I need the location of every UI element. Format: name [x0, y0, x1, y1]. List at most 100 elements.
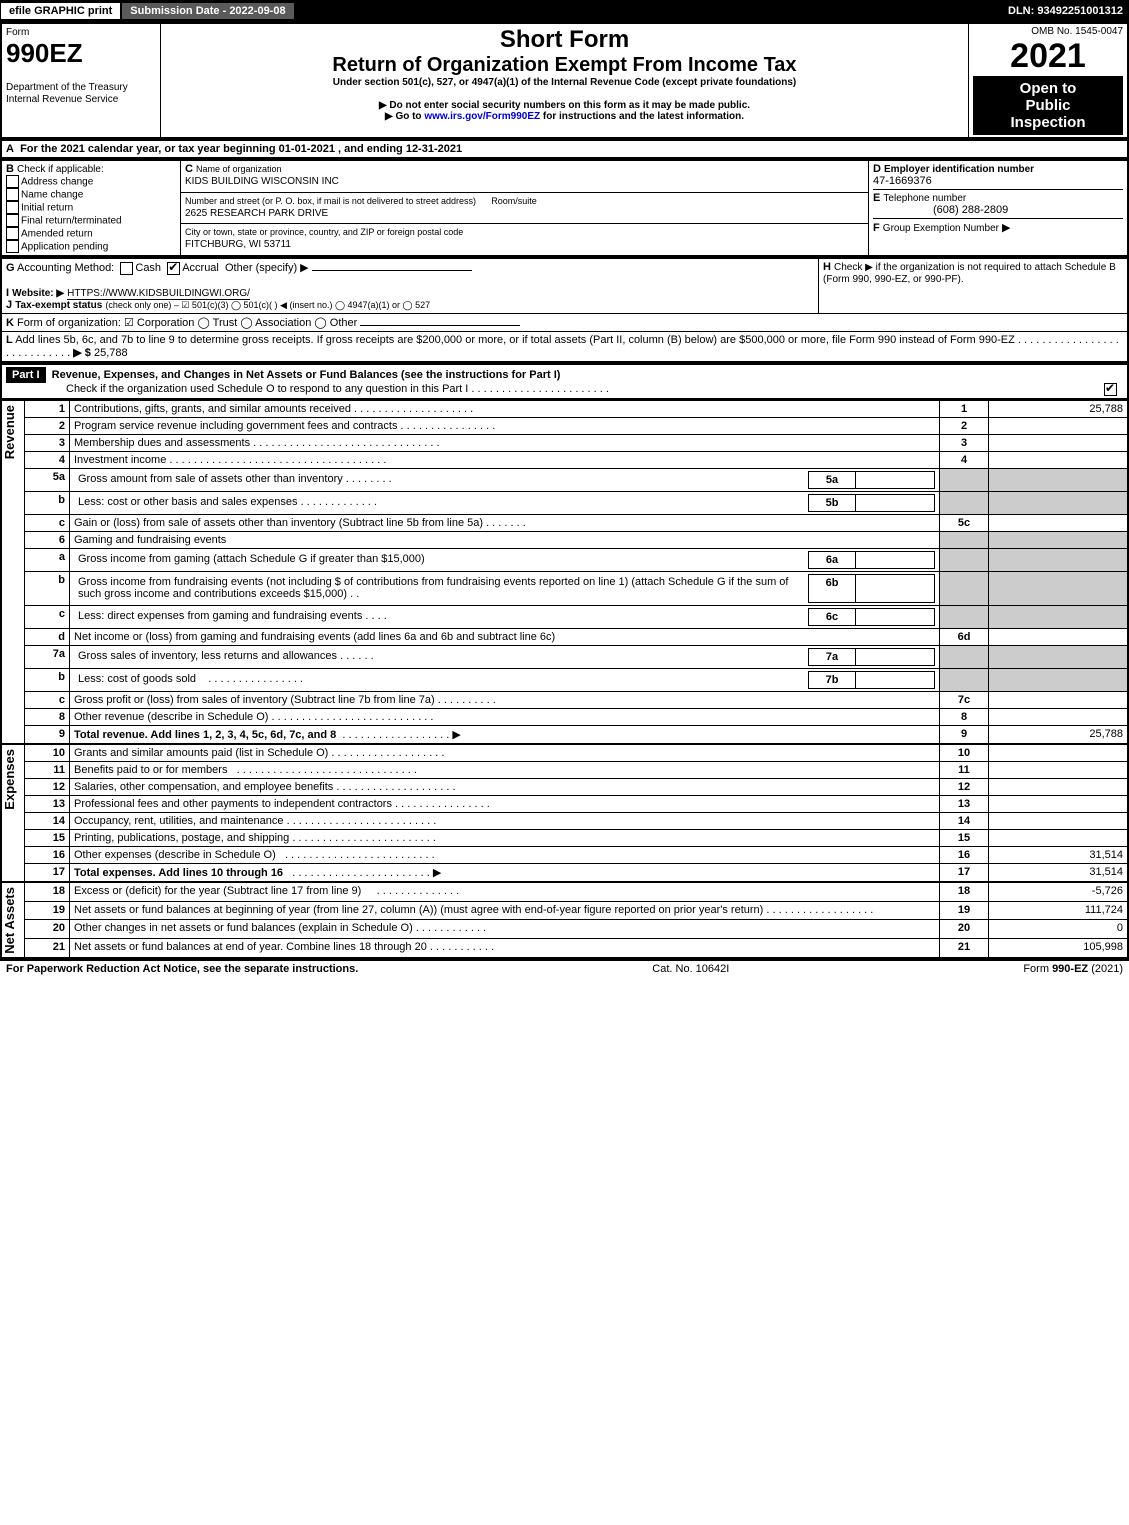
ln18-text: Excess or (deficit) for the year (Subtra… [70, 882, 940, 901]
chk-schedule-o[interactable] [1104, 383, 1117, 396]
form-word: Form [6, 27, 29, 38]
section-a: A For the 2021 calendar year, or tax yea… [0, 139, 1129, 159]
ln20-n: 20 [940, 920, 989, 939]
street-label: Number and street (or P. O. box, if mail… [185, 196, 476, 206]
k-text: ☑ Corporation ◯ Trust ◯ Association ◯ Ot… [124, 317, 357, 329]
ln18-n: 18 [940, 882, 989, 901]
subtitle: Under section 501(c), 527, or 4947(a)(1)… [165, 77, 964, 88]
street: 2625 RESEARCH PARK DRIVE [185, 208, 328, 219]
ln6a-shade [940, 548, 989, 571]
ln21-n: 21 [940, 939, 989, 958]
a-text: For the 2021 calendar year, or tax year … [20, 143, 462, 155]
expenses-label: Expenses [2, 745, 17, 814]
chk-name-change[interactable] [6, 188, 19, 201]
ln8-v [989, 708, 1129, 725]
open-to-public: Open to Public Inspection [973, 76, 1123, 135]
ln12-text: Salaries, other compensation, and employ… [70, 778, 940, 795]
ln8-n: 8 [940, 708, 989, 725]
ln7b-shadev [989, 668, 1129, 691]
irs-link[interactable]: www.irs.gov/Form990EZ [424, 111, 540, 122]
ln9-v: 25,788 [989, 725, 1129, 744]
form-number: 990EZ [6, 38, 83, 68]
ln7a-shade [940, 645, 989, 668]
ln6b-text: Gross income from fundraising events (no… [70, 571, 940, 605]
ln6b-sv [856, 574, 935, 602]
website[interactable]: HTTPS://WWW.KIDSBUILDINGWI.ORG/ [67, 288, 250, 300]
g-other: Other (specify) ▶ [225, 262, 309, 274]
j-label: Tax-exempt status [15, 300, 102, 311]
org-name: KIDS BUILDING WISCONSIN INC [185, 176, 339, 187]
ln6c-shade [940, 605, 989, 628]
c-name-label: Name of organization [196, 164, 282, 174]
ln2-text: Program service revenue including govern… [70, 417, 940, 434]
chk-final[interactable] [6, 214, 19, 227]
ln6c-sv [856, 608, 935, 625]
tax-year: 2021 [973, 37, 1123, 76]
i-label: Website: ▶ [12, 288, 64, 299]
opt-pending: Application pending [21, 241, 108, 252]
dln: DLN: 93492251001312 [1008, 5, 1129, 17]
ln6b-shade [940, 571, 989, 605]
ln11-n: 11 [940, 761, 989, 778]
ln5b-shadev [989, 491, 1129, 514]
ln6a-text: Gross income from gaming (attach Schedul… [70, 548, 940, 571]
ln5b-shade [940, 491, 989, 514]
form-header: Form 990EZ Department of the Treasury In… [0, 22, 1129, 139]
opt-name: Name change [21, 189, 83, 200]
ln17-n: 17 [940, 863, 989, 882]
ln6a-shadev [989, 548, 1129, 571]
ln2-v [989, 417, 1129, 434]
ln11-text: Benefits paid to or for members . . . . … [70, 761, 940, 778]
ln12-n: 12 [940, 778, 989, 795]
ln7a-text: Gross sales of inventory, less returns a… [70, 645, 940, 668]
netassets-label: Net Assets [2, 883, 17, 958]
ln19-v: 111,724 [989, 901, 1129, 920]
g-accrual: Accrual [182, 262, 219, 274]
ln21-v: 105,998 [989, 939, 1129, 958]
ln5a-shade [940, 468, 989, 491]
footer-right: Form 990-EZ (2021) [1023, 963, 1123, 975]
phone: (608) 288-2809 [873, 204, 1008, 216]
ln1-num: 1 [25, 400, 70, 417]
l-arrow: ▶ $ [73, 347, 91, 359]
ln16-v: 31,514 [989, 846, 1129, 863]
part1-header: Part I Revenue, Expenses, and Changes in… [0, 363, 1129, 400]
ln7c-n: 7c [940, 691, 989, 708]
part1-label: Part I [6, 367, 46, 383]
ln9-text: Total revenue. Add lines 1, 2, 3, 4, 5c,… [70, 725, 940, 744]
opt-initial: Initial return [21, 202, 73, 213]
ln5a-sv [856, 471, 935, 488]
ln4-v [989, 451, 1129, 468]
f-arrow: ▶ [1002, 222, 1010, 234]
ln10-n: 10 [940, 744, 989, 762]
ln20-text: Other changes in net assets or fund bala… [70, 920, 940, 939]
room-label: Room/suite [491, 196, 537, 206]
revenue-label: Revenue [2, 401, 17, 463]
ln6c-text: Less: direct expenses from gaming and fu… [70, 605, 940, 628]
chk-amended[interactable] [6, 227, 19, 240]
ln19-text: Net assets or fund balances at beginning… [70, 901, 940, 920]
ln6d-v [989, 628, 1129, 645]
chk-address-change[interactable] [6, 175, 19, 188]
chk-accrual[interactable] [167, 262, 180, 275]
efile-print[interactable]: efile GRAPHIC print [0, 2, 121, 20]
ln6b-s: 6b [809, 574, 856, 602]
l-text: Add lines 5b, 6c, and 7b to line 9 to de… [15, 334, 1015, 346]
ln12-v [989, 778, 1129, 795]
ln7c-v [989, 691, 1129, 708]
ln6a-s: 6a [809, 551, 856, 568]
city-label: City or town, state or province, country… [185, 227, 463, 237]
l-value: 25,788 [94, 347, 128, 359]
chk-pending[interactable] [6, 240, 19, 253]
ln21-text: Net assets or fund balances at end of ye… [70, 939, 940, 958]
ln13-v [989, 795, 1129, 812]
section-ghijkl: G Accounting Method: Cash Accrual Other … [0, 257, 1129, 363]
submission-date: Submission Date - 2022-09-08 [121, 2, 294, 20]
chk-cash[interactable] [120, 262, 133, 275]
ln5c-n: 5c [940, 514, 989, 531]
g-cash: Cash [135, 262, 161, 274]
chk-initial[interactable] [6, 201, 19, 214]
ln15-v [989, 829, 1129, 846]
ln6-shade [940, 531, 989, 548]
ln5c-v [989, 514, 1129, 531]
